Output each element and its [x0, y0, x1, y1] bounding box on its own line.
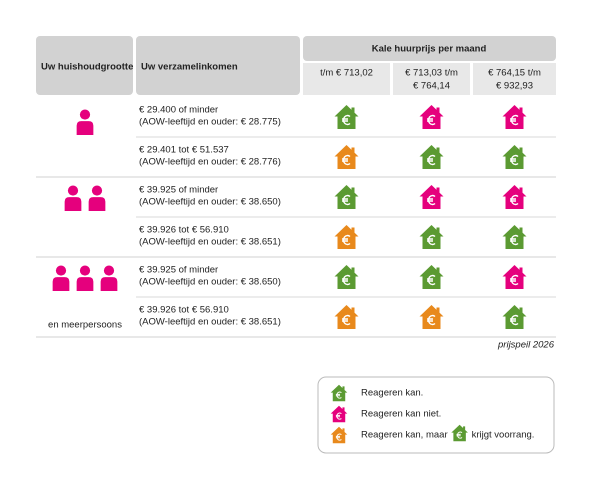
house-icon [501, 104, 528, 130]
person-icon [100, 265, 118, 291]
income-text: € 39.926 tot € 56.910 [139, 225, 229, 236]
income-text: (AOW-leeftijd en ouder: € 28.775) [139, 117, 281, 128]
person-icon [76, 109, 94, 135]
income-text: (AOW-leeftijd en ouder: € 38.650) [139, 197, 281, 208]
income-text: € 29.401 tot € 51.537 [139, 145, 229, 156]
house-icon [333, 264, 360, 290]
header-rent: Kale huurprijs per maand [372, 44, 487, 55]
price-band-cell [473, 63, 556, 95]
group-label: en meerpersoons [48, 320, 122, 331]
footnote: prijspeil 2026 [497, 340, 555, 351]
house-icon [418, 224, 445, 250]
house-icon [501, 224, 528, 250]
legend-text: Reageren kan, maar [361, 430, 448, 441]
legend-box [317, 376, 555, 454]
house-icon [501, 144, 528, 170]
house-icon [333, 184, 360, 210]
house-icon [333, 304, 360, 330]
content: Uw huishoudgrootte Uw verzamelinkomen Kale… [36, 44, 556, 444]
house-icon [333, 224, 360, 250]
person-icon [64, 185, 82, 211]
header-cell [136, 36, 300, 95]
house-icon [418, 264, 445, 290]
income-text: € 39.925 of minder [139, 265, 218, 276]
header-household: Uw huishoudgrootte [41, 62, 133, 73]
person-icon [52, 265, 70, 291]
header-income: Uw verzamelinkomen [141, 62, 238, 73]
income-text: (AOW-leeftijd en ouder: € 38.651) [139, 237, 281, 248]
legend-text: Reageren kan. [361, 388, 423, 399]
house-icon [501, 304, 528, 330]
header-cell [36, 36, 133, 95]
legend-text: krijgt voorrang. [472, 430, 535, 441]
legend-text: Reageren kan niet. [361, 409, 441, 420]
house-icon [333, 104, 360, 130]
income-text: (AOW-leeftijd en ouder: € 38.650) [139, 277, 281, 288]
income-text: € 39.926 tot € 56.910 [139, 305, 229, 316]
house-icon [418, 104, 445, 130]
price-band-cell [393, 63, 470, 95]
price-band: t/m € 713,02 [320, 68, 373, 79]
income-text: € 39.925 of minder [139, 185, 218, 196]
house-icon [418, 184, 445, 210]
house-icon [333, 144, 360, 170]
price-band: € 764,14 [413, 81, 450, 92]
person-icon [76, 265, 94, 291]
price-band: € 713,03 t/m [405, 68, 458, 79]
price-band-cell [303, 63, 390, 95]
price-band: € 764,15 t/m [488, 68, 541, 79]
income-text: (AOW-leeftijd en ouder: € 38.651) [139, 317, 281, 328]
income-text: (AOW-leeftijd en ouder: € 28.776) [139, 157, 281, 168]
house-icon [418, 144, 445, 170]
house-icon [501, 264, 528, 290]
house-icon [418, 304, 445, 330]
income-text: € 29.400 of minder [139, 105, 218, 116]
person-icon [88, 185, 106, 211]
house-icon [501, 184, 528, 210]
header-cell [303, 36, 556, 61]
price-band: € 932,93 [496, 81, 533, 92]
